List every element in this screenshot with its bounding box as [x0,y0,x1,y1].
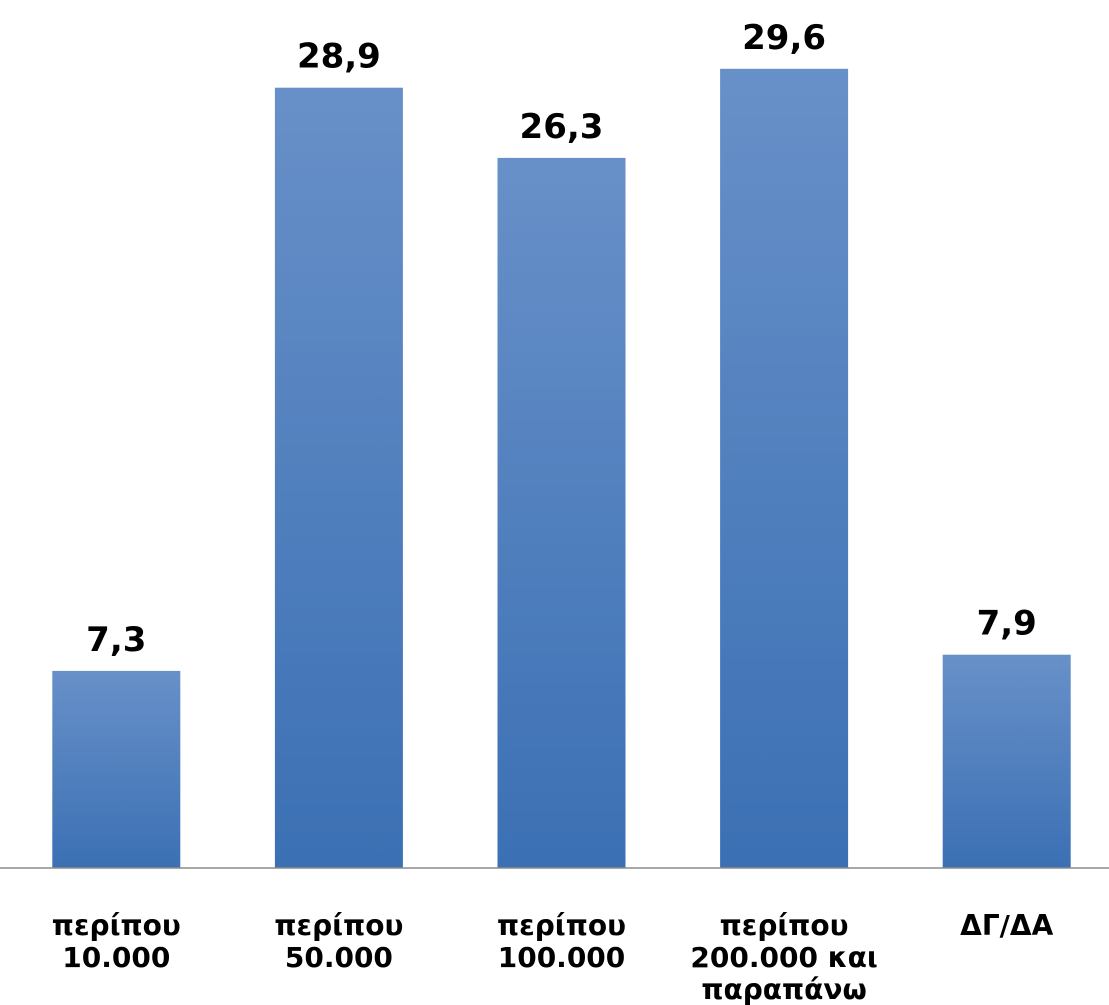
value-label-5: 7,9 [977,604,1037,644]
category-label-2: περίπου 50.000 [274,909,403,974]
category-label-1: περίπου 10.000 [52,909,181,974]
category-label-3-line-2: 100.000 [498,941,626,974]
value-label-1: 7,3 [86,620,146,660]
value-label-3: 26,3 [520,107,604,147]
category-label-5: ΔΓ/ΔΑ [960,909,1053,942]
category-label-4: περίπου 200.000 και παραπάνω [690,909,877,1005]
category-label-1-line-2: 10.000 [62,941,170,974]
bar-4 [720,68,849,869]
category-label-2-line-2: 50.000 [285,941,393,974]
category-label-4-line-1: περίπου [720,909,849,942]
bar-2 [274,87,403,868]
bar-1 [52,670,181,868]
bar-5 [942,654,1071,868]
bars [52,68,1071,869]
value-label-2: 28,9 [297,37,381,77]
bar-3 [497,157,626,868]
category-label-4-line-2: 200.000 και [690,941,877,974]
value-labels: 7,3 28,9 26,3 29,6 7,9 [86,18,1037,660]
value-label-4: 29,6 [742,18,826,58]
category-label-1-line-1: περίπου [52,909,181,942]
category-label-4-line-3: παραπάνω [701,973,866,1005]
category-label-3-line-1: περίπου [497,909,626,942]
category-label-2-line-1: περίπου [274,909,403,942]
category-label-5-line-1: ΔΓ/ΔΑ [960,909,1053,942]
category-label-3: περίπου 100.000 [497,909,626,974]
